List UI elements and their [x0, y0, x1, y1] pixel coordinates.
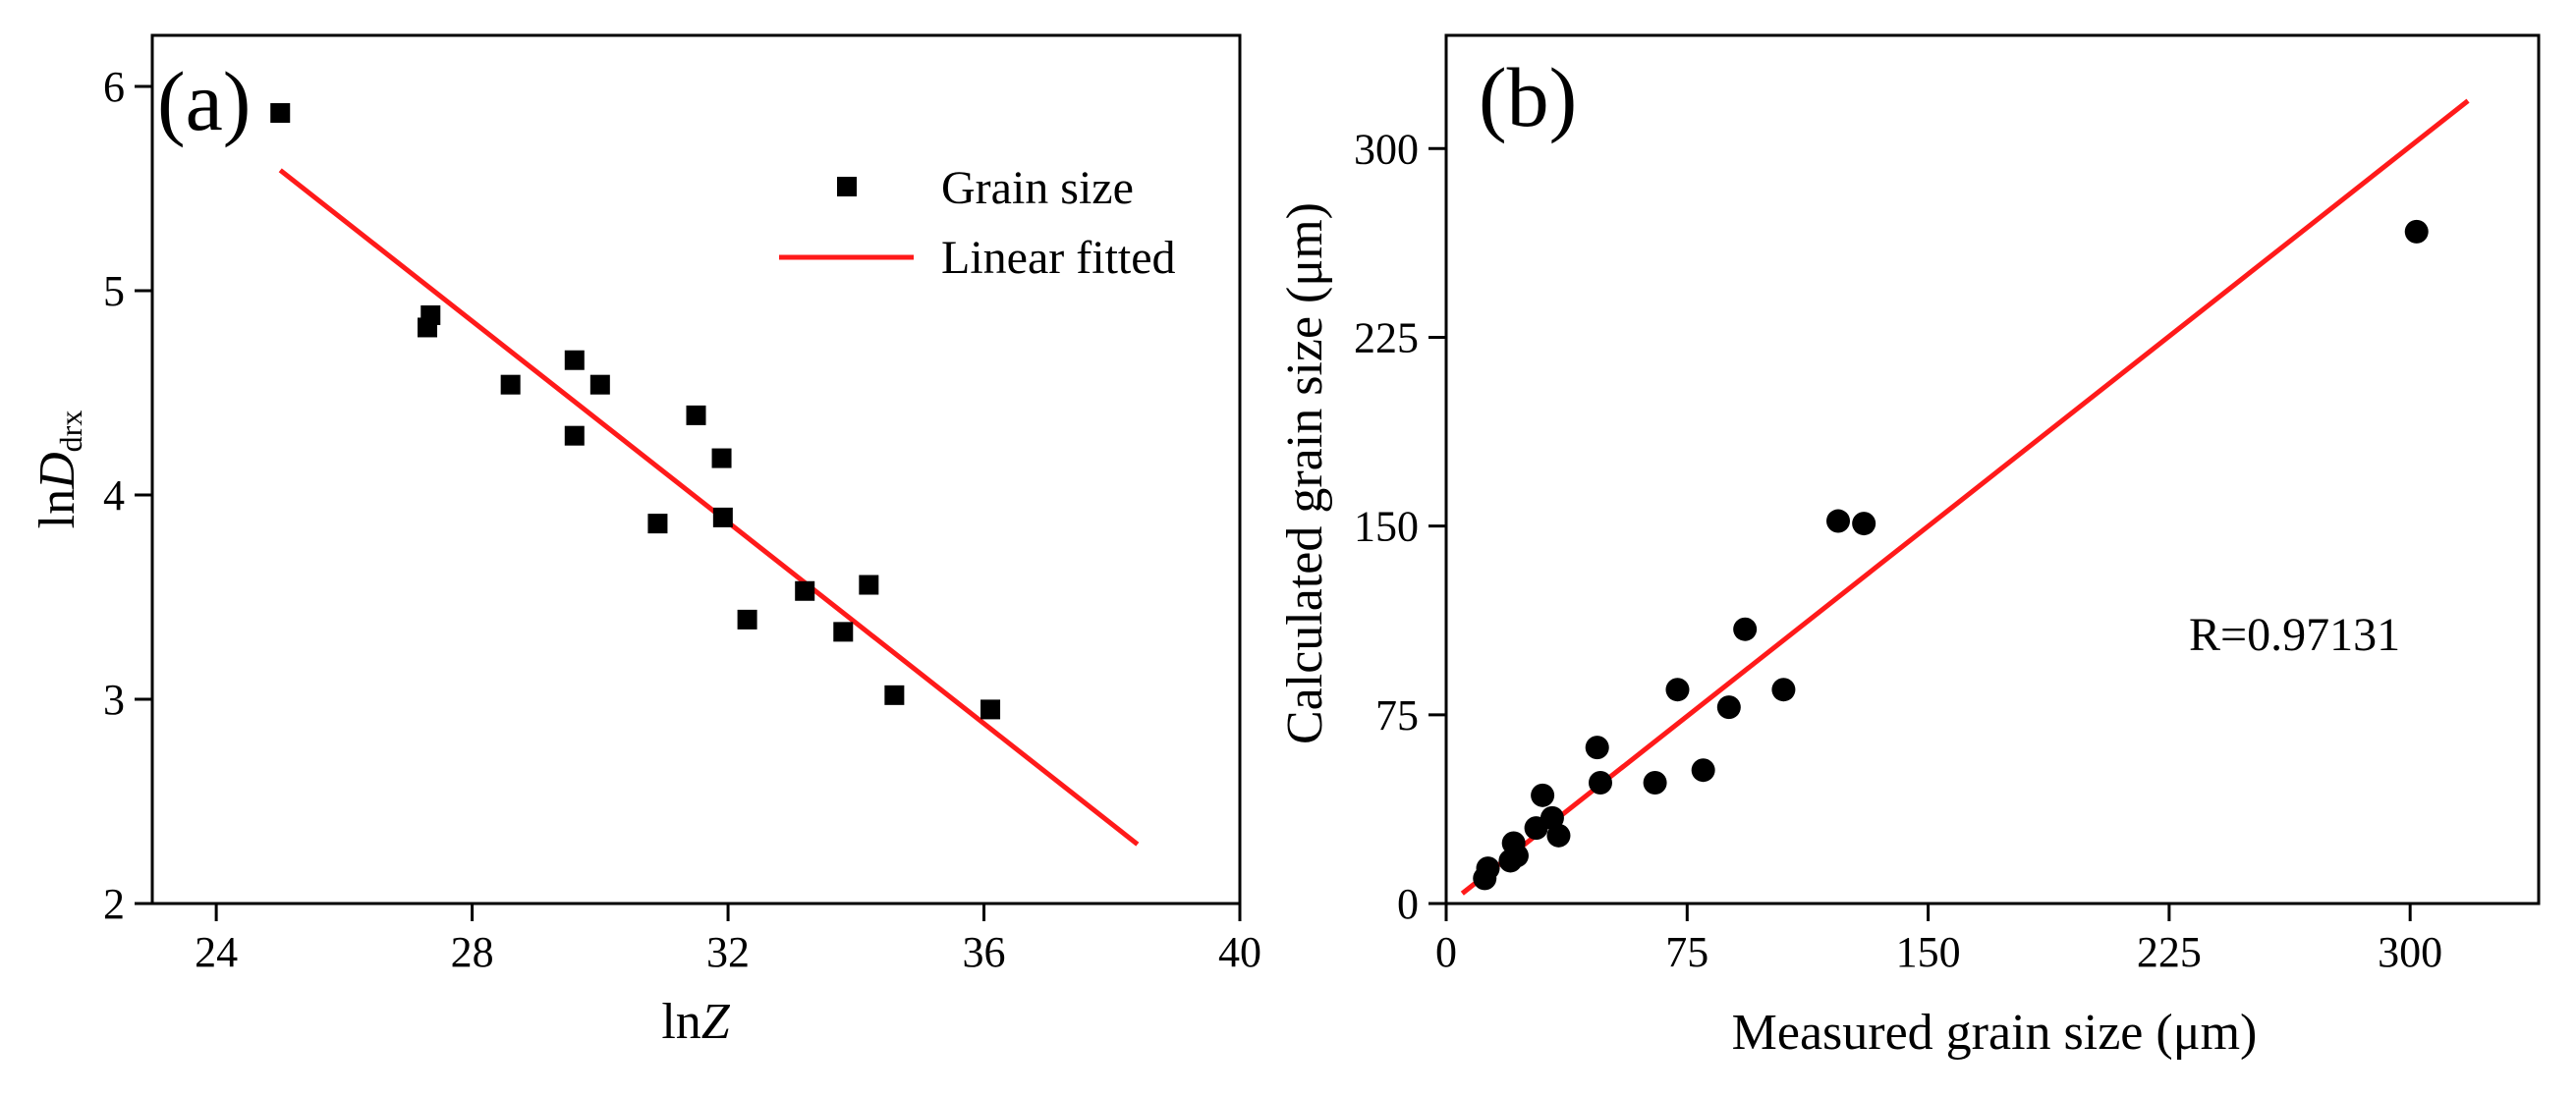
- x-axis-title-a: lnZ: [661, 994, 730, 1050]
- data-point-circle: [1852, 512, 1876, 536]
- data-point-square: [859, 575, 879, 595]
- data-point-square: [980, 699, 1001, 720]
- data-point-square: [564, 425, 585, 446]
- x-tick-label-b: 150: [1896, 928, 1961, 976]
- legend-label-grain-size: Grain size: [941, 162, 1134, 214]
- y-tick-label-b: 300: [1354, 125, 1419, 173]
- fit-line-a: [278, 168, 1140, 847]
- data-point-square: [833, 622, 854, 642]
- data-point-circle: [1588, 771, 1612, 795]
- data-points-a: [270, 103, 1001, 720]
- data-point-circle: [1826, 509, 1851, 533]
- y-tick-label-b: 75: [1375, 691, 1419, 740]
- y-tick-label-b: 150: [1354, 503, 1419, 551]
- y-tick-label-b: 0: [1397, 880, 1419, 928]
- y-tick-label-a: 5: [103, 267, 125, 315]
- x-tick-label-b: 75: [1665, 928, 1708, 976]
- y-axis-title-a: lnDdrx: [29, 411, 88, 529]
- tick-marks-b: [1428, 146, 2412, 921]
- x-tick-label-a: 28: [451, 928, 494, 976]
- y-tick-label-a: 3: [103, 676, 125, 724]
- legend-a: Grain size Linear fitted: [779, 162, 1176, 284]
- fit-line-segment-a: [278, 168, 1140, 847]
- x-tick-label-b: 300: [2378, 928, 2442, 976]
- data-point-circle: [1546, 823, 1571, 848]
- data-points-b: [1473, 219, 2429, 891]
- data-point-circle: [1504, 844, 1529, 868]
- tick-labels-b: 0 75 150 225 300 0 75 150 225 300: [1354, 125, 2442, 976]
- fit-line-segment-b: [1460, 98, 2470, 896]
- data-point-circle: [1733, 617, 1758, 641]
- legend-marker-grain-size: [837, 177, 857, 196]
- data-point-circle: [1531, 783, 1555, 807]
- x-tick-label-b: 225: [2137, 928, 2202, 976]
- data-point-circle: [1771, 678, 1796, 702]
- data-point-square: [500, 374, 521, 395]
- data-point-circle: [1643, 771, 1667, 795]
- data-point-circle: [1716, 695, 1741, 720]
- data-point-square: [270, 103, 291, 124]
- data-point-circle: [2404, 219, 2429, 244]
- data-point-square: [737, 609, 757, 630]
- data-point-square: [884, 685, 905, 705]
- data-point-circle: [1476, 856, 1500, 881]
- fit-line-b: [1460, 98, 2470, 896]
- data-point-square: [420, 304, 441, 325]
- y-tick-label-a: 6: [103, 63, 125, 111]
- data-point-square: [711, 448, 732, 468]
- data-point-square: [712, 507, 733, 527]
- legend-label-linear-fitted: Linear fitted: [941, 232, 1176, 284]
- tick-marks-a: [135, 84, 1242, 921]
- x-tick-label-a: 24: [195, 928, 238, 976]
- x-tick-label-a: 32: [706, 928, 750, 976]
- y-tick-label-b: 225: [1354, 313, 1419, 361]
- chart-panel-b: 0 75 150 225 300 0 75 150 225 300 (b) R=0.97131 M…: [1277, 33, 2541, 1061]
- plot-frame-b: [1444, 33, 2541, 905]
- x-tick-label-a: 40: [1218, 928, 1261, 976]
- chart-panel-a: 24 28 32 36 40 2 3 4 5 6 (a) lnZ lnDdrx Grain siz…: [29, 33, 1261, 1050]
- annotation-r-value: R=0.97131: [2189, 609, 2400, 661]
- tick-labels-a: 24 28 32 36 40 2 3 4 5 6: [103, 63, 1261, 976]
- data-point-circle: [1691, 758, 1715, 783]
- data-point-circle: [1665, 678, 1690, 702]
- data-point-square: [795, 580, 815, 601]
- data-point-square: [589, 374, 610, 395]
- panel-label-b: (b): [1479, 50, 1577, 144]
- data-point-square: [686, 405, 706, 425]
- x-axis-title-b: Measured grain size (μm): [1732, 1005, 2258, 1061]
- x-tick-label-a: 36: [963, 928, 1006, 976]
- data-point-square: [564, 350, 585, 370]
- data-point-circle: [1585, 736, 1609, 760]
- y-axis-title-b: Calculated grain size (μm): [1277, 202, 1333, 744]
- y-tick-label-a: 4: [103, 471, 125, 520]
- y-tick-label-a: 2: [103, 880, 125, 928]
- x-tick-label-b: 0: [1435, 928, 1457, 976]
- panel-label-a: (a): [157, 54, 251, 148]
- plot-frame-a: [150, 33, 1242, 905]
- data-point-square: [647, 514, 668, 534]
